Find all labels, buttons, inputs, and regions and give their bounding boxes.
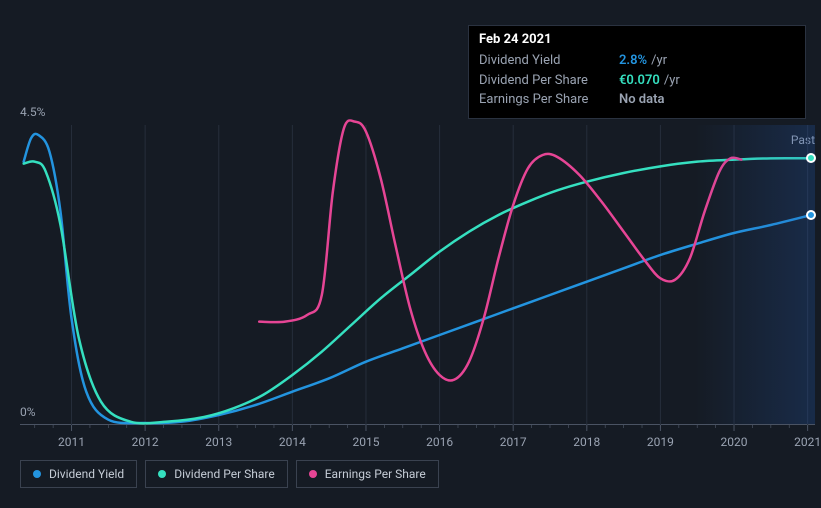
series-line	[24, 158, 812, 423]
tooltip-row-label: Earnings Per Share	[479, 90, 619, 110]
chart-legend: Dividend Yield Dividend Per Share Earnings…	[20, 460, 439, 488]
x-axis-label: 2015	[352, 435, 379, 449]
legend-label: Dividend Yield	[49, 467, 124, 481]
tooltip-row: Dividend Per Share€0.070/yr	[479, 71, 795, 91]
tooltip-row: Dividend Yield2.8%/yr	[479, 51, 795, 71]
chart-tooltip: Feb 24 2021 Dividend Yield2.8%/yrDividen…	[468, 25, 806, 119]
legend-dot-icon	[33, 470, 41, 478]
dividend-chart: 4.5% 0% Past 201120122013201420152016201…	[20, 105, 815, 445]
x-axis-label: 2020	[721, 435, 748, 449]
tooltip-row-value: 2.8%	[619, 51, 647, 71]
x-axis-label: 2021	[794, 435, 821, 449]
legend-label: Dividend Per Share	[174, 467, 275, 481]
x-axis-label: 2017	[500, 435, 527, 449]
series-line	[24, 134, 812, 423]
y-axis-label-top: 4.5%	[20, 105, 45, 119]
tooltip-row-unit: /yr	[651, 51, 667, 71]
tooltip-date: Feb 24 2021	[479, 32, 795, 47]
tooltip-row-label: Dividend Per Share	[479, 71, 619, 91]
plot-area[interactable]	[20, 125, 815, 425]
x-axis-label: 2012	[132, 435, 159, 449]
series-end-dot	[806, 210, 816, 220]
legend-item[interactable]: Dividend Per Share	[145, 460, 288, 488]
legend-item[interactable]: Dividend Yield	[20, 460, 137, 488]
tooltip-row-unit: /yr	[664, 71, 680, 91]
tooltip-row-value: No data	[619, 90, 664, 110]
tooltip-row-label: Dividend Yield	[479, 51, 619, 71]
legend-dot-icon	[158, 470, 166, 478]
tooltip-row: Earnings Per ShareNo data	[479, 90, 795, 110]
legend-label: Earnings Per Share	[325, 467, 426, 481]
tooltip-row-value: €0.070	[619, 71, 660, 91]
legend-dot-icon	[309, 470, 317, 478]
x-axis-label: 2014	[279, 435, 306, 449]
x-axis-label: 2011	[58, 435, 85, 449]
x-axis-label: 2016	[426, 435, 453, 449]
x-axis-label: 2018	[573, 435, 600, 449]
legend-item[interactable]: Earnings Per Share	[296, 460, 439, 488]
series-end-dot	[806, 153, 816, 163]
x-axis-label: 2013	[205, 435, 232, 449]
x-axis-label: 2019	[647, 435, 674, 449]
